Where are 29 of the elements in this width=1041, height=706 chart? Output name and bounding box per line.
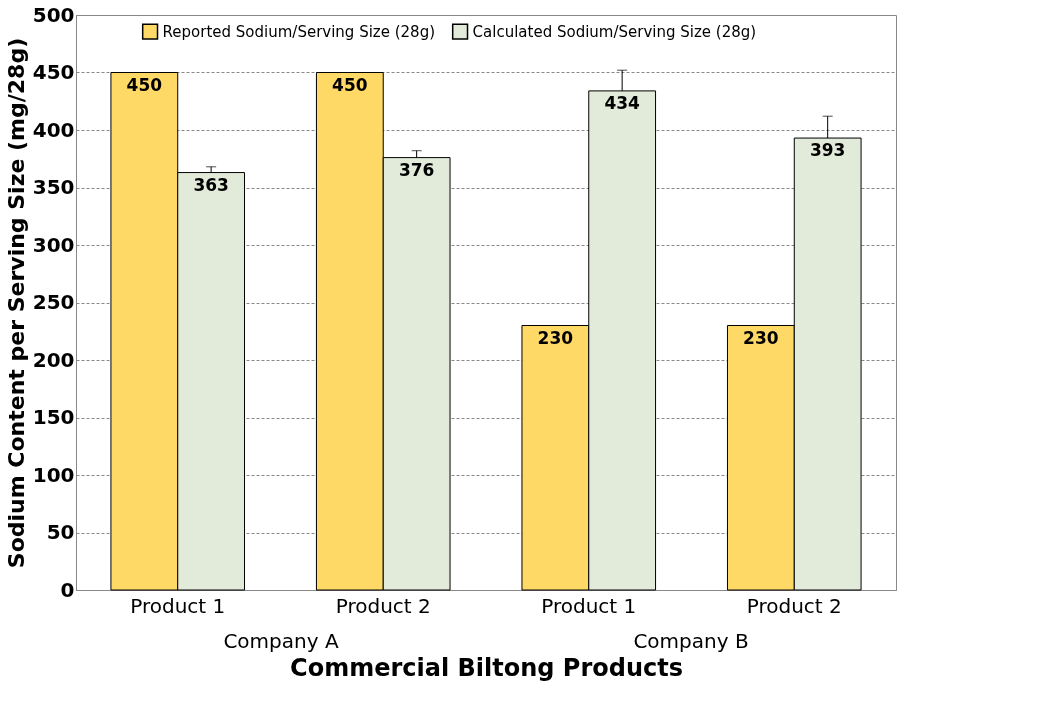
y-tick-label: 500 [32, 2, 75, 27]
y-tick-label: 300 [32, 232, 75, 257]
y-tick-label: 400 [32, 117, 75, 142]
y-axis-title: Sodium Content per Serving Size (mg/28g) [3, 37, 29, 569]
text: Company A [223, 629, 339, 653]
legend-label: Calculated Sodium/Serving Size (28g) [472, 22, 757, 41]
y-tick-label: 50 [46, 520, 75, 544]
x-axis-title: Commercial Biltong Products [290, 653, 683, 682]
y-tick-label: 100 [32, 462, 75, 487]
y-tick-label: 0 [60, 577, 75, 602]
data-label: 450 [332, 74, 368, 95]
x-tick-label: Product 1 [541, 593, 637, 618]
data-label: 450 [126, 74, 163, 95]
y-tick-label: 200 [32, 347, 75, 372]
text: Company B [633, 629, 749, 653]
y-tick-label: 150 [32, 405, 75, 429]
y-tick-label: 450 [32, 60, 75, 84]
x-tick-label: Product 2 [335, 593, 431, 618]
y-tick-label: 350 [32, 175, 75, 199]
data-label: 434 [604, 92, 641, 113]
x-tick-label: Product 2 [746, 593, 842, 618]
data-label: 376 [398, 159, 435, 180]
data-label: 363 [193, 174, 229, 195]
legend-label: Reported Sodium/Serving Size (28g) [162, 22, 436, 41]
data-label: 230 [537, 327, 574, 348]
data-label: 393 [809, 140, 846, 161]
y-tick-label: 250 [32, 290, 75, 314]
data-label: 230 [743, 327, 779, 348]
x-tick-label: Product 1 [130, 593, 226, 618]
